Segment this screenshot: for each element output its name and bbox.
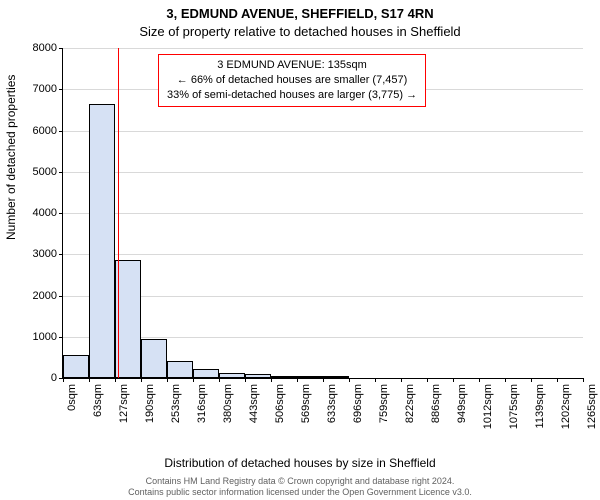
histogram-bar [141,339,167,378]
x-tick-label: 127sqm [118,384,130,423]
x-tick-label: 190sqm [144,384,156,423]
x-tick-label: 316sqm [196,384,208,423]
x-tick-mark [115,378,116,382]
x-tick-mark [245,378,246,382]
x-tick-mark [427,378,428,382]
y-axis-label: Number of detached properties [4,75,18,240]
x-tick-mark [271,378,272,382]
y-tick-label: 5000 [33,166,57,178]
y-tick-mark [59,172,63,173]
x-tick-label: 1012sqm [482,384,494,429]
histogram-bar [89,104,115,378]
x-tick-mark [193,378,194,382]
footer-line1: Contains HM Land Registry data © Crown c… [0,476,600,487]
x-tick-label: 822sqm [404,384,416,423]
y-tick-label: 7000 [33,83,57,95]
chart-title-line1: 3, EDMUND AVENUE, SHEFFIELD, S17 4RN [0,6,600,21]
x-tick-label: 443sqm [248,384,260,423]
x-tick-mark [63,378,64,382]
y-tick-mark [59,131,63,132]
x-tick-mark [453,378,454,382]
y-tick-label: 1000 [33,331,57,343]
histogram-bar [193,369,219,378]
x-tick-label: 1265sqm [586,384,598,429]
x-tick-mark [167,378,168,382]
y-tick-mark [59,296,63,297]
x-tick-mark [219,378,220,382]
y-tick-mark [59,337,63,338]
x-tick-label: 759sqm [378,384,390,423]
histogram-bar [271,376,297,378]
chart-container: 3, EDMUND AVENUE, SHEFFIELD, S17 4RN Siz… [0,0,600,500]
grid-line [63,254,583,255]
x-tick-label: 0sqm [66,384,78,411]
histogram-bar [63,355,89,378]
x-axis-label: Distribution of detached houses by size … [0,456,600,470]
annotation-line: 33% of semi-detached houses are larger (… [167,88,417,103]
x-tick-label: 1075sqm [508,384,520,429]
y-tick-mark [59,213,63,214]
x-tick-label: 949sqm [456,384,468,423]
x-tick-mark [141,378,142,382]
x-tick-label: 633sqm [326,384,338,423]
histogram-bar [245,374,271,378]
y-tick-mark [59,89,63,90]
histogram-bar [167,361,193,378]
x-tick-mark [297,378,298,382]
x-tick-label: 253sqm [170,384,182,423]
histogram-bar [219,373,245,378]
x-tick-mark [531,378,532,382]
chart-title-line2: Size of property relative to detached ho… [0,24,600,39]
y-tick-label: 0 [51,372,57,384]
y-tick-label: 4000 [33,207,57,219]
x-tick-label: 380sqm [222,384,234,423]
plot-area: 0100020003000400050006000700080000sqm63s… [62,48,583,379]
marker-annotation: 3 EDMUND AVENUE: 135sqm← 66% of detached… [158,54,426,107]
y-tick-label: 3000 [33,248,57,260]
grid-line [63,172,583,173]
grid-line [63,213,583,214]
x-tick-mark [375,378,376,382]
footer-line2: Contains public sector information licen… [0,487,600,498]
x-tick-mark [349,378,350,382]
footer-attribution: Contains HM Land Registry data © Crown c… [0,476,600,499]
x-tick-label: 1139sqm [534,384,546,428]
property-marker-line [118,48,119,378]
x-tick-label: 1202sqm [560,384,572,429]
x-tick-mark [323,378,324,382]
x-tick-mark [505,378,506,382]
histogram-bar [323,376,349,378]
y-tick-label: 8000 [33,42,57,54]
y-tick-label: 6000 [33,125,57,137]
grid-line [63,296,583,297]
x-tick-label: 506sqm [274,384,286,423]
annotation-line: 3 EDMUND AVENUE: 135sqm [167,58,417,73]
x-tick-label: 63sqm [92,384,104,417]
grid-line [63,48,583,49]
y-tick-mark [59,254,63,255]
x-tick-label: 569sqm [300,384,312,423]
x-tick-mark [479,378,480,382]
grid-line [63,131,583,132]
x-tick-mark [583,378,584,382]
histogram-bar [297,376,323,378]
x-tick-label: 696sqm [352,384,364,423]
x-tick-mark [401,378,402,382]
y-tick-label: 2000 [33,290,57,302]
x-tick-label: 886sqm [430,384,442,423]
annotation-line: ← 66% of detached houses are smaller (7,… [167,73,417,88]
grid-line [63,337,583,338]
y-tick-mark [59,48,63,49]
x-tick-mark [89,378,90,382]
x-tick-mark [557,378,558,382]
